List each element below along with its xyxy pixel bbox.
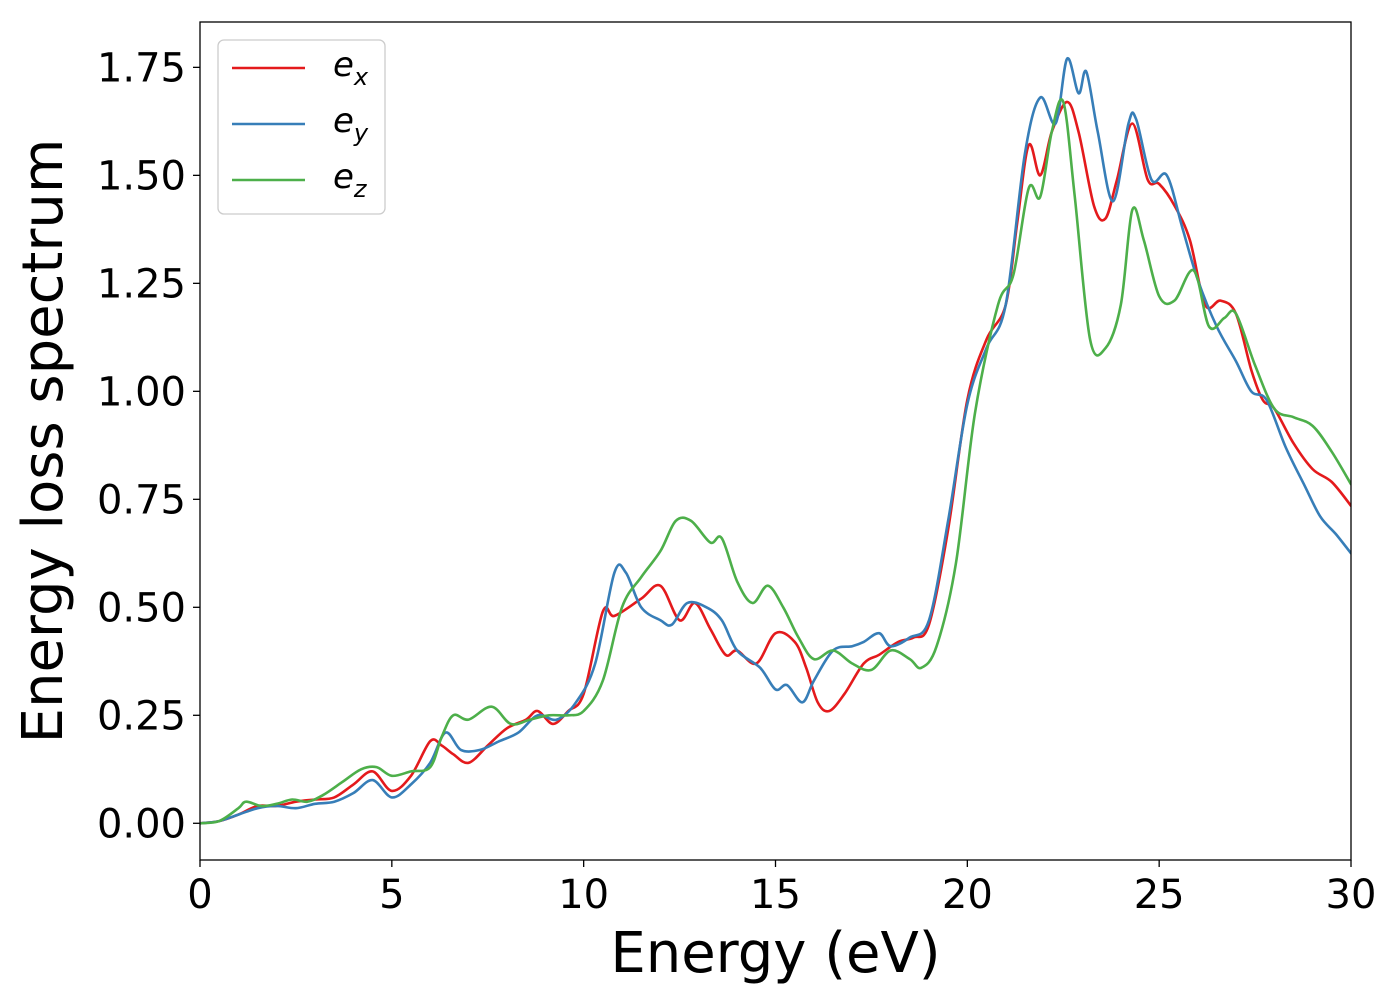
x-tick-label: 25 bbox=[1134, 872, 1185, 918]
y-tick-label: 0.75 bbox=[97, 477, 186, 523]
y-tick-label: 1.75 bbox=[97, 45, 186, 91]
x-tick-label: 20 bbox=[942, 872, 993, 918]
y-tick-label: 0.25 bbox=[97, 693, 186, 739]
x-axis-title: Energy (eV) bbox=[610, 921, 940, 986]
y-tick-label: 1.50 bbox=[97, 153, 186, 199]
legend-label-e-z: ez bbox=[333, 157, 368, 203]
y-axis-title: Energy loss spectrum bbox=[11, 139, 76, 744]
x-axis: 0 5 10 15 20 25 30 bbox=[187, 860, 1376, 918]
x-tick-label: 0 bbox=[187, 872, 212, 918]
series-line-e-x bbox=[200, 100, 1351, 825]
legend-label-e-y: ey bbox=[333, 101, 369, 147]
plot-background bbox=[200, 22, 1351, 860]
y-tick-label: 1.25 bbox=[97, 261, 186, 307]
x-tick-label: 30 bbox=[1326, 872, 1377, 918]
x-tick-label: 15 bbox=[750, 872, 801, 918]
series-line-e-z bbox=[200, 98, 1351, 825]
legend-label-e-x: ex bbox=[333, 45, 369, 91]
series-line-e-y bbox=[200, 57, 1351, 825]
x-tick-label: 5 bbox=[379, 872, 404, 918]
plot-area bbox=[200, 22, 1351, 860]
y-tick-label: 1.00 bbox=[97, 369, 186, 415]
legend: ex ey ez bbox=[217, 39, 386, 215]
legend-box bbox=[217, 39, 386, 215]
y-tick-label: 0.00 bbox=[97, 801, 186, 847]
series-group bbox=[200, 57, 1351, 825]
x-tick-label: 10 bbox=[558, 872, 609, 918]
y-axis: 0.00 0.25 0.50 0.75 1.00 1.25 1.50 1.75 bbox=[97, 45, 200, 847]
y-tick-label: 0.50 bbox=[97, 585, 186, 631]
